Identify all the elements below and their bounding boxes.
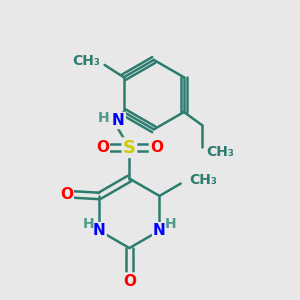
Text: S: S [123,139,136,157]
Text: N: N [153,223,166,238]
Text: O: O [123,274,136,289]
Text: O: O [150,140,163,155]
Text: H: H [165,217,176,231]
Text: CH₃: CH₃ [72,54,100,68]
Text: N: N [93,223,106,238]
Text: CH₃: CH₃ [207,145,235,159]
Text: O: O [96,140,109,155]
Text: CH₃: CH₃ [189,173,217,187]
Text: H: H [98,111,110,125]
Text: N: N [112,113,125,128]
Text: H: H [82,217,94,231]
Text: O: O [60,187,73,202]
